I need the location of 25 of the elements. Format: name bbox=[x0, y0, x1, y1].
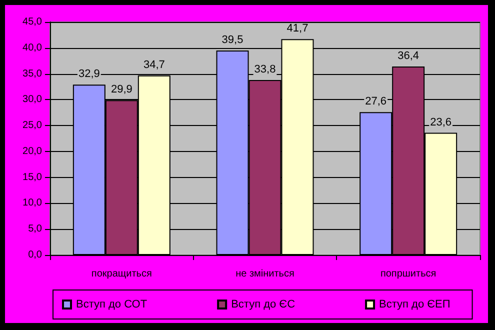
y-tick-label: 25,0 bbox=[22, 120, 42, 132]
data-label: 41,7 bbox=[286, 22, 308, 35]
y-tick-label: 45,0 bbox=[22, 16, 42, 28]
x-tick-label: покращиться bbox=[91, 268, 152, 280]
y-tick-label: 5,0 bbox=[28, 224, 42, 235]
legend-label: Вступ до ЄЕП bbox=[379, 298, 450, 310]
x-tick-label: не зміниться bbox=[236, 268, 294, 280]
y-tick-label: 0,0 bbox=[28, 250, 42, 260]
legend-label: Вступ до ЄС bbox=[231, 298, 296, 310]
y-tick-label: 40,0 bbox=[22, 42, 42, 54]
y-tick-label: 15,0 bbox=[22, 172, 42, 183]
data-label: 33,8 bbox=[254, 63, 276, 76]
data-label: 23,6 bbox=[430, 116, 452, 128]
y-tick-label: 30,0 bbox=[22, 94, 42, 106]
data-label: 27,6 bbox=[365, 96, 387, 108]
data-label: 39,5 bbox=[222, 34, 244, 46]
y-tick-label: 20,0 bbox=[22, 146, 42, 157]
data-label: 34,7 bbox=[143, 58, 165, 71]
x-tick-label: попршиться bbox=[380, 268, 436, 280]
data-label: 29,9 bbox=[110, 84, 132, 96]
legend-label: Вступ до СОТ bbox=[76, 298, 148, 310]
y-tick-label: 35,0 bbox=[22, 68, 42, 80]
data-label: 32,9 bbox=[78, 68, 100, 80]
data-label: 36,4 bbox=[398, 50, 420, 62]
y-tick-label: 10,0 bbox=[22, 198, 42, 209]
